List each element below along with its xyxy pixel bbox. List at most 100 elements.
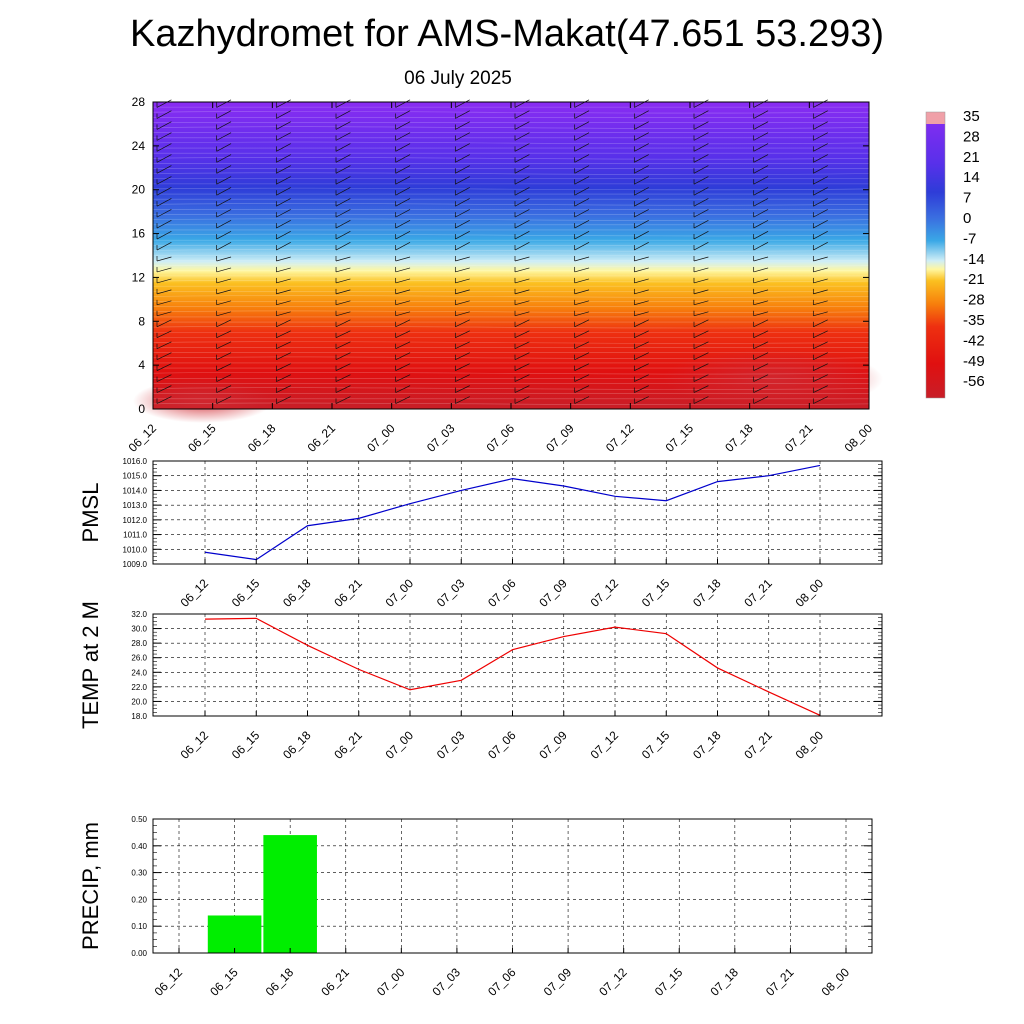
wind-barb [634,289,649,295]
y-axis-label: TEMP at 2 M [78,601,103,729]
wind-barb [574,374,590,382]
wind-barb [276,176,291,185]
wind-barb [335,121,351,130]
wind-barb [156,341,172,350]
wind-barb [276,330,291,339]
wind-barb [395,289,411,295]
x-tick-label: 07_00 [364,421,398,455]
y-tick-label: 1011.0 [123,531,147,540]
wind-barb [216,319,232,328]
wind-barb [514,121,530,130]
wind-barb [813,278,828,284]
contour-line [152,264,870,267]
wind-barb [335,154,351,163]
wind-barb [276,241,291,251]
x-tick-label: 08_00 [793,576,827,610]
wind-barb [216,99,232,108]
y-tick-label: 1009.0 [123,560,148,569]
wind-barb [634,241,649,251]
wind-barb [335,341,351,350]
wind-barb [693,110,709,119]
y-tick-label: 30.0 [131,625,147,634]
wind-barb [395,396,411,404]
contour-line [152,172,870,175]
wind-barb [276,198,291,207]
wind-barb [634,300,649,306]
x-tick-label: 07_09 [536,576,570,610]
y-tick-label: 0.10 [131,922,147,931]
wind-barb [514,143,530,152]
wind-barb [216,231,232,240]
wind-barb [335,132,351,141]
wind-barb [634,396,649,404]
pmsl-panel: 1009.0 1010.0 1011.0 1012.0 1013.0 1014.0 1015… [78,457,883,610]
wind-barb [216,341,232,350]
wind-barb [335,110,351,119]
wind-barb [693,187,709,196]
contour-line [152,341,870,344]
wind-barb [514,278,530,284]
colorbar-fill [926,112,945,398]
wind-barb [276,187,291,196]
wind-barb [276,154,291,163]
wind-barb [693,209,709,218]
wind-barb [574,176,590,185]
wind-barb [634,143,649,152]
temp-panel: 18.0 20.0 22.0 24.0 26.0 28.0 30.0 32.0 06_12 06_… [78,601,883,762]
wind-barb [634,220,649,229]
x-tick-label: 07_12 [588,728,622,762]
wind-barb [813,209,828,218]
wind-barb [634,311,649,317]
wind-barb [395,231,411,240]
x-tick-label: 06_21 [305,421,339,455]
wind-barb [276,374,291,382]
wind-barb [156,165,172,174]
y-tick-label: 8 [138,314,145,328]
wind-barb [156,319,172,328]
wind-barb [395,154,411,163]
wind-barb [634,121,649,130]
wind-barb [216,209,232,218]
wind-barb [753,267,769,273]
wind-barb [813,289,828,295]
x-tick-label: 07_03 [434,576,468,610]
wind-barb [753,187,769,196]
x-tick-label: 07_09 [543,421,577,455]
x-tick-label: 08_00 [793,728,827,762]
precip-bar [207,915,262,953]
x-tick-label: 07_15 [639,728,673,762]
x-tick-label: 07_03 [434,728,468,762]
wind-barb [455,209,470,218]
x-tick-label: 06_21 [318,965,352,999]
wind-barb [574,165,590,174]
wind-barb [395,256,411,262]
wind-barb [514,300,530,306]
wind-barb [753,256,769,262]
x-tick-label: 07_15 [663,421,697,455]
wind-barb [753,110,769,119]
wind-barb [813,187,828,196]
wind-barb [813,241,828,251]
wind-barb [813,385,828,393]
wind-barb [455,374,470,382]
contour-line [152,218,870,221]
x-tick-label: 07_06 [484,421,518,455]
wind-barb [574,341,590,350]
wind-barb [455,267,470,273]
x-tick-label: 07_21 [741,576,775,610]
x-tick-label: 07_18 [690,728,724,762]
wind-barb [395,374,411,382]
wind-barb [335,165,351,174]
wind-barb [276,385,291,393]
wind-barb [395,385,411,393]
wind-barb [216,352,232,360]
wind-barb [634,341,649,350]
wind-barb [574,330,590,339]
contour-line [152,187,870,191]
wind-barb [574,396,590,404]
wind-barb [156,385,172,393]
wind-barb [395,363,411,371]
wind-barb [156,289,172,295]
wind-barb [813,267,828,273]
